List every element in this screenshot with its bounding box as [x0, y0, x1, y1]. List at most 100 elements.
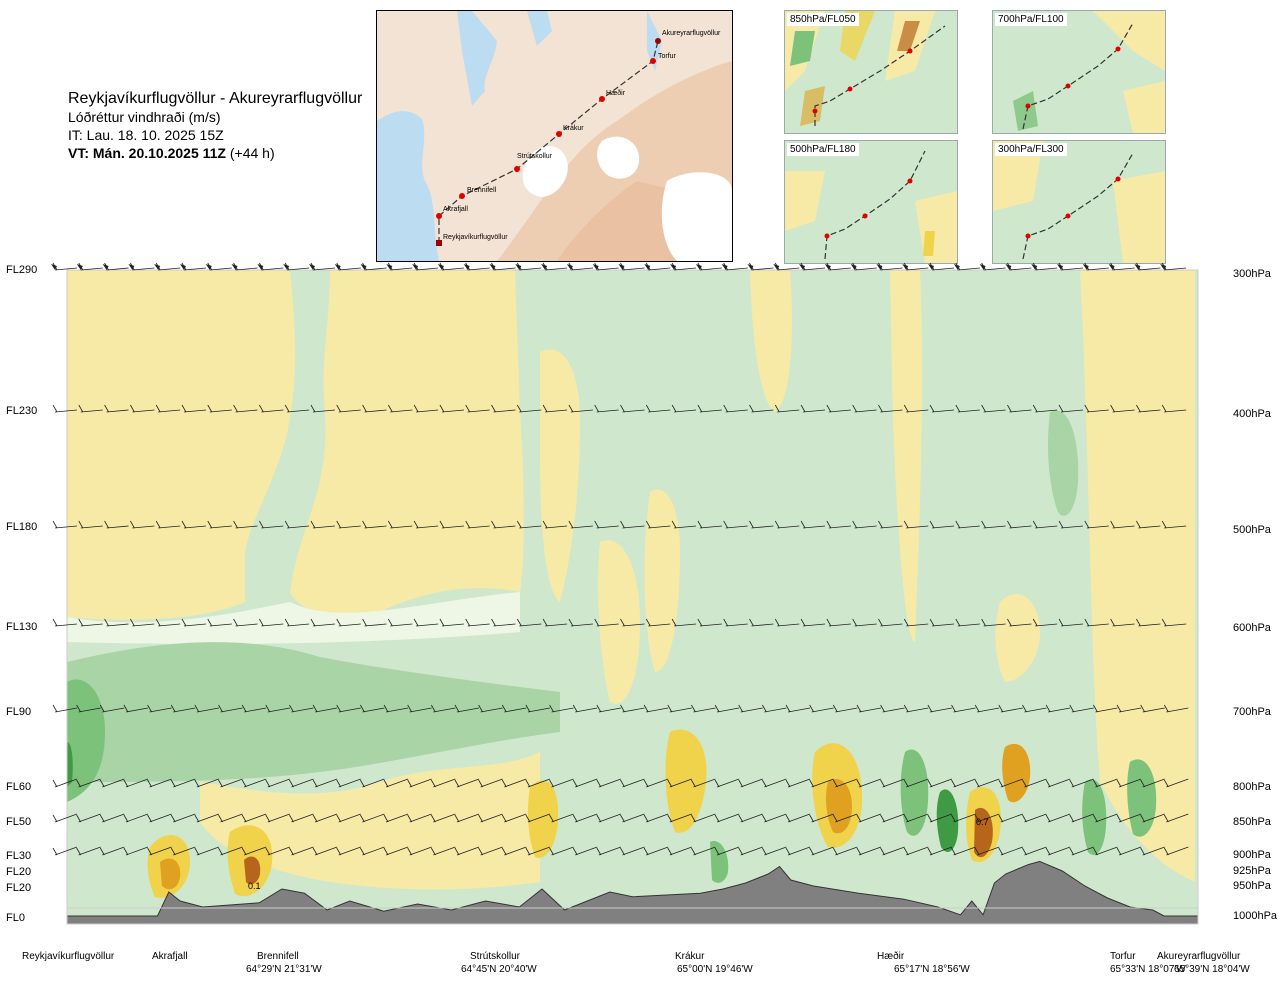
wind-barb-feather	[289, 779, 294, 788]
wind-barb-staff	[416, 267, 439, 271]
wind-barb-feather	[465, 618, 471, 627]
wind-barb-staff	[598, 846, 621, 856]
wind-barb-feather	[284, 520, 290, 529]
wind-barb-feather	[955, 618, 961, 627]
chart-title-block: Reykjavíkurflugvöllur - Akureyrarflugvöl…	[68, 90, 362, 162]
wind-barb-feather	[362, 520, 367, 529]
wind-barb-staff	[551, 813, 574, 823]
wind-barb-feather	[809, 847, 815, 856]
wind-barb-staff	[149, 778, 172, 788]
wind-barb-feather	[516, 520, 522, 529]
wind-barb-feather	[620, 814, 625, 823]
wind-barb-staff	[575, 778, 598, 788]
wind-barb-staff	[80, 525, 103, 529]
wind-barb-feather	[155, 404, 161, 413]
wind-barb-staff	[693, 778, 716, 788]
wind-barb-pennant	[231, 264, 238, 270]
wind-barb-staff	[932, 409, 955, 413]
pressure-label: 800hPa	[1233, 781, 1271, 793]
wind-barb-feather	[387, 520, 393, 529]
wind-barb-feather	[439, 404, 445, 413]
wind-barb-staff	[504, 778, 527, 788]
wind-barb-staff	[80, 623, 103, 627]
wind-barb-feather	[525, 847, 531, 856]
wind-barb-pennant	[1160, 264, 1167, 270]
wind-barb-staff	[102, 846, 125, 856]
wind-barb-feather	[104, 404, 109, 413]
wind-barb-staff	[551, 707, 574, 713]
wind-barb-feather	[568, 618, 574, 627]
wind-barb-staff	[441, 623, 464, 627]
wind-barb-feather	[170, 704, 176, 713]
wind-barb-staff	[669, 778, 692, 788]
wind-barb-pennant	[592, 264, 599, 270]
wind-barb-feather	[1069, 779, 1075, 788]
wind-barb-feather	[52, 779, 58, 788]
wind-barb-staff	[787, 813, 811, 823]
wind-barb-staff	[953, 813, 976, 823]
wind-barb-pennant	[463, 264, 470, 270]
waypoint-marker	[436, 213, 442, 219]
location-coord: 65°17'N 18°56'W	[894, 964, 970, 975]
wind-barb-feather	[289, 814, 294, 823]
wind-barb-feather	[572, 814, 578, 823]
wind-barb-staff	[54, 623, 78, 627]
wind-barb-feather	[955, 404, 961, 413]
wind-barb-feather	[265, 704, 271, 713]
wind-barb-staff	[54, 813, 78, 823]
wind-barb-staff	[338, 813, 361, 823]
fl-label: FL20	[6, 866, 32, 878]
wind-barb-staff	[648, 267, 671, 271]
wind-barb-staff	[957, 623, 980, 627]
wind-barb-staff	[983, 623, 1006, 627]
wind-barb-staff	[1000, 778, 1023, 788]
wind-barb-feather	[1007, 404, 1012, 413]
wind-barb-staff	[102, 778, 125, 788]
wind-barb-pennant	[953, 264, 960, 270]
wind-barb-staff	[390, 623, 413, 627]
wind-barb-feather	[1069, 814, 1075, 823]
wind-barb-staff	[977, 778, 1000, 788]
wind-barb-staff	[1112, 267, 1135, 271]
contour-label: 0.1	[248, 881, 261, 891]
plot-frame	[66, 269, 1199, 925]
wind-barb-feather	[170, 814, 176, 823]
minimap-700hpa-svg	[993, 11, 1165, 133]
wind-barb-staff	[385, 813, 409, 823]
wind-barb-feather	[1069, 704, 1075, 713]
wind-barb-feather	[951, 847, 956, 856]
wind-barb-staff	[570, 623, 593, 627]
wind-barb-feather	[1136, 404, 1141, 413]
wind-barb-feather	[800, 404, 806, 413]
wind-barb-feather	[147, 704, 152, 713]
wind-barb-staff	[480, 846, 503, 856]
wind-barb-staff	[906, 707, 929, 713]
contour-weak-up	[1166, 460, 1190, 555]
wind-barb-feather	[1032, 520, 1038, 529]
wind-barb-staff	[362, 813, 385, 823]
wind-barb-feather	[430, 814, 436, 823]
wind-barb-feather	[501, 847, 507, 856]
wind-barb-feather	[218, 814, 223, 823]
wind-barb-feather	[194, 847, 200, 856]
wind-barb-feather	[645, 520, 651, 529]
wind-barb-feather	[130, 520, 135, 529]
location-coord: 65°39'N 18°04'W	[1174, 964, 1250, 975]
wind-barb-feather	[880, 814, 885, 823]
wind-barb-feather	[762, 847, 767, 856]
wind-barb-feather	[207, 618, 213, 627]
wind-barb-feather	[336, 618, 342, 627]
wind-barb-feather	[800, 618, 806, 627]
wind-barb-feather	[1022, 814, 1027, 823]
wind-barb-staff	[906, 409, 929, 413]
contour-strong-down	[67, 742, 73, 787]
wind-barb-feather	[516, 618, 522, 627]
wind-barb-feather	[265, 814, 271, 823]
wind-barb-staff	[433, 846, 456, 856]
wind-barb-feather	[310, 618, 316, 627]
wind-barb-feather	[1116, 847, 1122, 856]
wind-barb-feather	[465, 520, 471, 529]
wind-barb-staff	[545, 525, 568, 529]
wind-barb-staff	[1071, 846, 1094, 856]
wind-barb-feather	[981, 520, 986, 529]
